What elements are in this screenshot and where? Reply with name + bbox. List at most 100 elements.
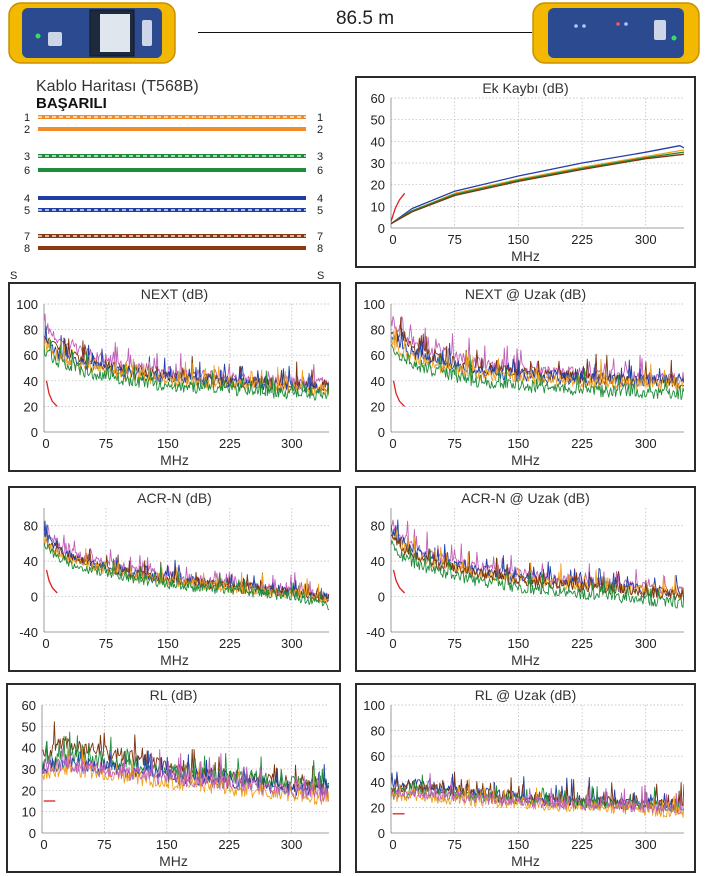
remote-unit-face (548, 8, 684, 58)
shield-label-left: S (10, 270, 17, 281)
chart-xlabel: MHz (511, 853, 540, 869)
x-tick-label: 75 (99, 636, 113, 651)
y-tick-label: 80 (371, 519, 385, 534)
wire-pin-label-right: 2 (317, 124, 323, 136)
chart-xlabel: MHz (160, 652, 189, 668)
y-tick-label: 20 (22, 783, 36, 798)
x-tick-label: 150 (156, 837, 178, 852)
chart-title: Ek Kaybı (dB) (482, 80, 569, 96)
remote-unit-status-led (671, 35, 677, 41)
y-tick-label: 80 (24, 323, 38, 338)
y-tick-label: -40 (19, 625, 38, 640)
chart-acr-n-remote: -40 0 40 80 0 75 150 225 300 ACR-N @ Uzak (dB) M… (355, 486, 696, 672)
chart-svg: -40 0 40 80 0 75 150 225 300 (366, 508, 684, 651)
series-line-blue (391, 328, 684, 388)
y-tick-label: 80 (371, 323, 385, 338)
shield-label-right: S (317, 270, 324, 281)
series-line-magenta (42, 747, 329, 802)
chart-return-loss: 0 10 20 30 40 50 60 0 75 150 225 300 RL (dB) MHz (6, 683, 341, 873)
x-tick-label: 0 (389, 436, 396, 451)
wire-pin-label-right: 8 (317, 243, 323, 255)
y-tick-label: 100 (363, 297, 385, 312)
wire-pin-label-left: 7 (24, 231, 30, 243)
chart-next-remote: 0 20 40 60 80 100 0 75 150 225 300 NEXT @ Uzak (dB… (355, 282, 696, 472)
y-tick-label: 40 (24, 554, 38, 569)
chart-return-loss-remote: 0 20 40 60 80 100 0 75 150 225 300 RL @ Uzak (dB) … (355, 683, 696, 873)
x-tick-label: 300 (635, 232, 657, 247)
remote-unit-led (624, 22, 628, 26)
y-tick-label: 60 (22, 698, 36, 713)
x-tick-label: 0 (389, 232, 396, 247)
x-tick-label: 225 (571, 232, 593, 247)
chart-title: NEXT @ Uzak (dB) (464, 286, 587, 302)
x-tick-label: 0 (389, 837, 396, 852)
x-tick-label: 225 (219, 636, 241, 651)
y-tick-label: 0 (31, 590, 38, 605)
x-tick-label: 225 (571, 636, 593, 651)
x-tick-label: 300 (635, 636, 657, 651)
x-tick-label: 75 (447, 636, 461, 651)
series-group (42, 721, 329, 805)
wiremap-title: Kablo Haritası (T568B) (36, 78, 199, 95)
x-tick-label: 75 (447, 837, 461, 852)
remote-tester-device (532, 2, 700, 64)
wiremap-diagram: 1 12 23 36 64 45 57 78 8S S (10, 112, 324, 281)
wiremap-status: BAŞARILI (36, 95, 107, 112)
x-tick-label: 150 (508, 436, 530, 451)
wire-pin-label-left: 4 (24, 193, 30, 205)
chart-xlabel: MHz (511, 248, 540, 264)
limit-line (392, 380, 406, 407)
x-tick-label: 150 (508, 837, 530, 852)
y-tick-label: 20 (24, 399, 38, 414)
limit-line (45, 569, 58, 594)
x-tick-label: 0 (40, 837, 47, 852)
chart-title: RL (dB) (149, 687, 198, 703)
series-line-magenta (44, 313, 329, 390)
chart-title: ACR-N @ Uzak (dB) (461, 490, 590, 506)
y-tick-label: 0 (378, 425, 385, 440)
y-tick-label: 10 (22, 805, 36, 820)
y-tick-label: 60 (371, 91, 385, 106)
series-line-orange (391, 528, 684, 600)
y-tick-label: 10 (371, 199, 385, 214)
chart-svg: 0 10 20 30 40 50 60 0 75 150 225 300 (22, 698, 329, 852)
link-length: 86.5 m (335, 8, 395, 29)
x-tick-label: 225 (218, 837, 240, 852)
x-tick-label: 300 (635, 436, 657, 451)
chart-acr-n: -40 0 40 80 0 75 150 225 300 ACR-N (dB) MHz (8, 486, 341, 672)
x-tick-label: 225 (571, 436, 593, 451)
chart-svg: -40 0 40 80 0 75 150 225 300 (19, 508, 329, 651)
y-tick-label: 100 (363, 698, 385, 713)
series-line-green (391, 151, 684, 225)
y-tick-label: 40 (371, 134, 385, 149)
series-line-green (44, 339, 329, 401)
y-tick-label: 0 (29, 826, 36, 841)
x-tick-label: 225 (219, 436, 241, 451)
y-tick-label: 40 (371, 554, 385, 569)
y-tick-label: 30 (22, 762, 36, 777)
wire-pin-label-right: 6 (317, 165, 323, 177)
y-tick-label: 40 (22, 741, 36, 756)
y-tick-label: 50 (371, 113, 385, 128)
wire-pin-label-left: 3 (24, 151, 30, 163)
chart-next: 0 20 40 60 80 100 0 75 150 225 300 NEXT (dB) MHz (8, 282, 341, 472)
main-unit-keypad (48, 32, 62, 46)
limit-line (391, 192, 406, 222)
series-group (391, 771, 684, 818)
main-unit-screen-content (100, 14, 130, 52)
y-tick-label: 0 (378, 826, 385, 841)
main-unit-right-keys (142, 20, 152, 46)
y-tick-label: 60 (371, 348, 385, 363)
y-tick-label: 100 (16, 297, 38, 312)
main-tester-device (8, 2, 176, 64)
series-group (391, 519, 684, 609)
y-tick-label: 20 (371, 178, 385, 193)
series-line-orange (391, 149, 684, 225)
